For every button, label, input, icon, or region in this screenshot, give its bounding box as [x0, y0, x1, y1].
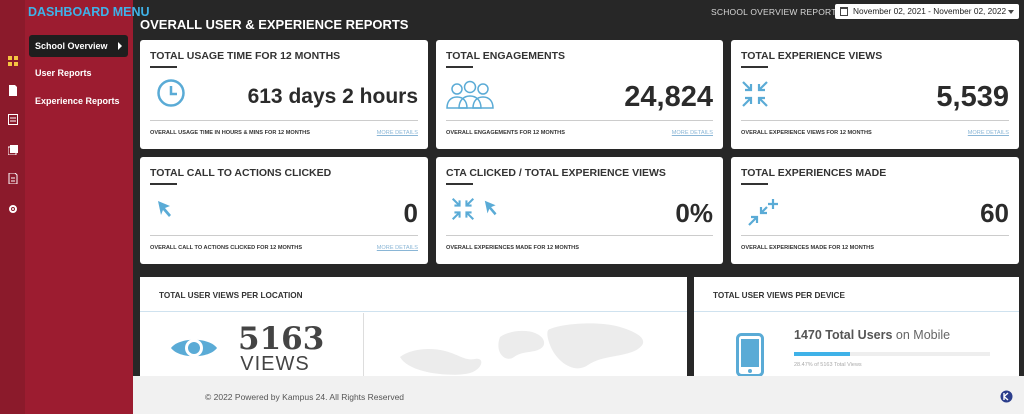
more-details-link[interactable]: MORE DETAILS — [376, 245, 418, 251]
sidebar-item-user-reports[interactable]: User Reports — [29, 62, 128, 84]
users-icon — [445, 80, 495, 115]
panel-title: TOTAL USER VIEWS PER LOCATION — [159, 291, 303, 300]
panel-views-per-location: TOTAL USER VIEWS PER LOCATION 5163 VIEWS — [140, 277, 687, 376]
sidebar-item-label: Experience Reports — [35, 96, 120, 106]
card-total-usage-time: TOTAL USAGE TIME FOR 12 MONTHS 613 days … — [140, 40, 428, 149]
more-details-link[interactable]: MORE DETAILS — [671, 130, 713, 136]
card-value: 24,824 — [624, 81, 713, 113]
card-title: TOTAL EXPERIENCES MADE — [741, 167, 887, 179]
icon-strip — [0, 0, 25, 414]
sidebar-item-label: School Overview — [35, 41, 108, 51]
eye-icon — [170, 333, 218, 368]
date-range-value: November 02, 2021 - November 02, 2022 — [853, 6, 1007, 16]
world-map[interactable] — [380, 317, 670, 380]
card-value: 0% — [675, 198, 713, 228]
sidebar-item-school-overview[interactable]: School Overview — [29, 35, 128, 57]
card-footer: OVERALL CALL TO ACTIONS CLICKED FOR 12 M… — [150, 245, 303, 251]
footer: © 2022 Powered by Kampus 24. All Rights … — [133, 376, 1024, 414]
card-total-experiences-made: TOTAL EXPERIENCES MADE 60 OVERALL EXPERI… — [731, 157, 1019, 264]
sidebar-item-label: User Reports — [35, 68, 92, 78]
card-value: 613 days 2 hours — [247, 85, 418, 108]
panel-views-per-device: TOTAL USER VIEWS PER DEVICE 1470 Total U… — [694, 277, 1019, 377]
report-label: SCHOOL OVERVIEW REPORTS: — [711, 7, 846, 17]
report-icon[interactable] — [5, 171, 20, 186]
device-progress-track — [794, 352, 990, 356]
device-progress-fill — [794, 352, 850, 356]
calendar-icon — [840, 7, 848, 16]
list-icon[interactable] — [5, 112, 20, 127]
card-cta-ratio: CTA CLICKED / TOTAL EXPERIENCE VIEWS 0% … — [436, 157, 723, 264]
compress-plus-icon — [747, 197, 779, 232]
mobile-icon — [736, 333, 764, 382]
page-title: OVERALL USER & EXPERIENCE REPORTS — [140, 17, 409, 32]
card-footer: OVERALL USAGE TIME IN HOURS & MINS FOR 1… — [150, 130, 310, 136]
device-subtext: 28.47% of 5163 Total Views — [794, 362, 862, 368]
sidebar: DASHBOARD MENU School Overview User Repo… — [25, 0, 150, 414]
device-users-line: 1470 Total Users on Mobile — [794, 328, 950, 342]
device-users-on: on Mobile — [895, 328, 951, 342]
panel-title: TOTAL USER VIEWS PER DEVICE — [713, 291, 845, 300]
footer-copyright: © 2022 Powered by Kampus 24. All Rights … — [205, 392, 405, 402]
card-footer: OVERALL EXPERIENCES MADE FOR 12 MONTHS — [741, 245, 874, 251]
card-title: TOTAL CALL TO ACTIONS CLICKED — [150, 167, 332, 179]
card-total-experience-views: TOTAL EXPERIENCE VIEWS 5,539 OVERALL EXP… — [731, 40, 1019, 149]
card-value: 0 — [403, 198, 418, 228]
menu-title: DASHBOARD MENU — [28, 5, 150, 19]
chevron-down-icon — [1008, 10, 1014, 14]
card-value: 60 — [980, 198, 1009, 228]
gallery-icon[interactable] — [5, 142, 20, 157]
cursor-icon — [483, 199, 501, 222]
card-total-engagements: TOTAL ENGAGEMENTS 24,824 OVERALL ENGAGEM… — [436, 40, 723, 149]
card-footer: OVERALL EXPERIENCES MADE FOR 12 MONTHS — [446, 245, 579, 251]
card-title: TOTAL USAGE TIME FOR 12 MONTHS — [150, 50, 341, 62]
card-footer: OVERALL ENGAGEMENTS FOR 12 MONTHS — [446, 130, 565, 136]
caret-right-icon — [118, 42, 122, 50]
settings-icon[interactable] — [5, 201, 20, 216]
location-views-count: 5163 — [238, 321, 325, 357]
card-title: TOTAL ENGAGEMENTS — [446, 50, 566, 62]
card-value: 5,539 — [936, 81, 1009, 113]
card-total-cta-clicked: TOTAL CALL TO ACTIONS CLICKED 0 OVERALL … — [140, 157, 428, 264]
cursor-icon — [156, 199, 176, 224]
card-footer: OVERALL EXPERIENCE VIEWS FOR 12 MONTHS — [741, 130, 872, 136]
device-users: 1470 Total Users — [794, 328, 893, 342]
clock-icon — [156, 78, 186, 113]
sidebar-item-experience-reports[interactable]: Experience Reports — [29, 90, 128, 112]
date-range-picker[interactable]: November 02, 2021 - November 02, 2022 — [835, 4, 1019, 19]
location-views-unit: VIEWS — [240, 353, 310, 375]
card-title: TOTAL EXPERIENCE VIEWS — [741, 50, 883, 62]
compress-icon — [451, 197, 475, 226]
document-icon[interactable] — [5, 83, 20, 98]
more-details-link[interactable]: MORE DETAILS — [376, 130, 418, 136]
kampus-logo-icon[interactable] — [1000, 390, 1013, 408]
dashboard-icon[interactable] — [5, 53, 20, 68]
card-title: CTA CLICKED / TOTAL EXPERIENCE VIEWS — [446, 167, 666, 179]
compress-icon — [741, 80, 769, 113]
more-details-link[interactable]: MORE DETAILS — [967, 130, 1009, 136]
